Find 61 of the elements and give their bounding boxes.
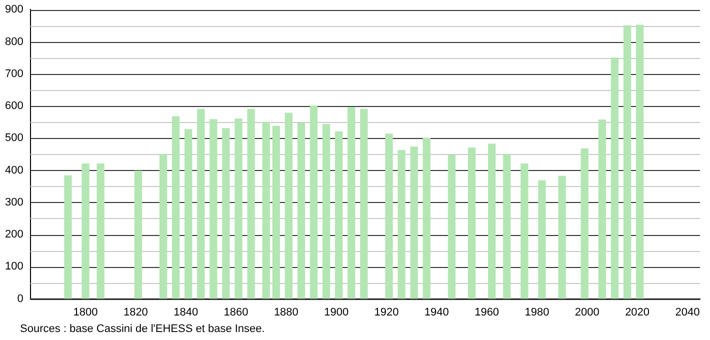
bar	[335, 131, 343, 299]
bar	[247, 108, 255, 299]
bar	[398, 150, 406, 299]
bar	[623, 25, 632, 299]
source-note: Sources : base Cassini de l'EHESS et base Insee.	[20, 323, 265, 335]
bar	[348, 107, 356, 299]
bar	[385, 134, 393, 299]
x-tick-label: 1920	[374, 306, 399, 318]
x-tick-label: 1800	[73, 306, 98, 318]
y-tick-label: 100	[4, 260, 24, 273]
y-tick-label: 0	[17, 292, 24, 305]
x-tick-label: 1820	[123, 306, 148, 318]
bar	[159, 154, 168, 299]
bar	[262, 122, 270, 299]
bar	[503, 154, 511, 299]
bar	[210, 119, 218, 299]
bar	[610, 57, 619, 299]
x-tick-label: 2040	[675, 306, 700, 318]
bar	[297, 122, 306, 299]
bar	[322, 124, 330, 299]
bar	[134, 170, 142, 299]
bar	[64, 175, 72, 299]
x-tick-label: 1840	[174, 306, 198, 318]
bar	[558, 176, 566, 299]
y-tick-label: 800	[4, 36, 24, 48]
bar	[636, 24, 644, 299]
bar	[197, 108, 205, 299]
bar	[468, 147, 476, 299]
bar	[272, 126, 280, 299]
y-tick-label: 900	[4, 4, 24, 16]
y-tick-label: 300	[4, 196, 24, 208]
bar	[448, 154, 456, 299]
bar	[172, 116, 180, 299]
y-tick-label: 500	[4, 132, 24, 144]
y-tick-label: 400	[4, 164, 24, 176]
bar	[580, 148, 588, 299]
bar	[488, 144, 496, 299]
bar	[422, 138, 430, 299]
bar	[598, 119, 606, 299]
bar	[184, 129, 192, 299]
x-tick-label: 2000	[574, 306, 600, 318]
x-tick-label: 1980	[524, 306, 550, 318]
x-tick-label: 1860	[224, 306, 248, 318]
bar	[234, 118, 242, 299]
x-tick-label: 1880	[274, 306, 298, 318]
bar	[222, 128, 230, 299]
y-tick-label: 200	[4, 228, 24, 241]
x-tick-label: 1940	[424, 306, 449, 318]
y-tick-label: 600	[4, 100, 24, 112]
bar	[360, 108, 368, 299]
bar	[284, 112, 293, 299]
y-tick-label: 700	[4, 68, 24, 80]
x-tick-label: 1900	[324, 306, 349, 318]
bar	[96, 164, 104, 299]
bar	[410, 146, 418, 299]
x-tick-label: 2020	[625, 306, 650, 318]
bar	[520, 164, 528, 299]
bar	[310, 106, 318, 299]
bar	[82, 164, 90, 299]
x-tick-label: 1960	[474, 306, 500, 318]
bar	[538, 180, 546, 299]
